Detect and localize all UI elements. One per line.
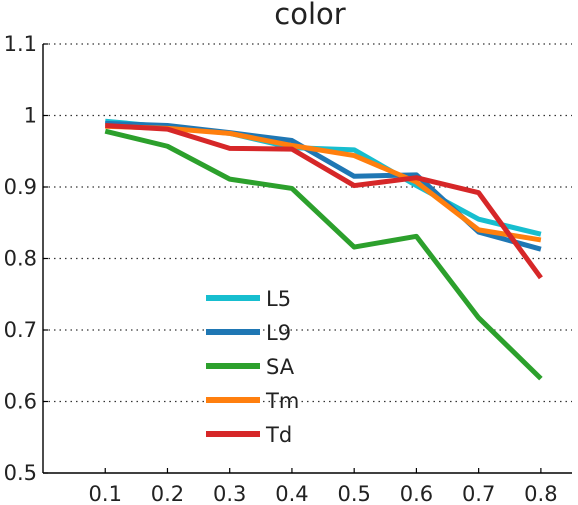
x-tick-label: 0.2 <box>151 482 184 505</box>
legend-label-l5: L5 <box>266 287 291 311</box>
y-tick-label: 0.6 <box>4 390 37 414</box>
series-line-sa <box>104 128 543 381</box>
y-tick-label: 0.9 <box>4 175 37 199</box>
x-tick-label: 0.7 <box>462 482 495 505</box>
series-line-tm <box>105 123 542 243</box>
y-tick-label: 0.5 <box>4 461 37 485</box>
x-tick-label: 0.1 <box>89 482 122 505</box>
legend-label-td: Td <box>265 423 292 447</box>
y-tick-label: 1.1 <box>4 32 37 56</box>
x-tick-label: 0.5 <box>337 482 370 505</box>
x-tick-label: 0.3 <box>213 482 246 505</box>
series-lines <box>104 118 543 381</box>
y-tick-label: 0.7 <box>4 318 37 342</box>
x-tick-label: 0.4 <box>275 482 308 505</box>
x-tick-label: 0.8 <box>524 482 557 505</box>
y-tick-label: 1 <box>24 104 37 128</box>
legend: L5 L9 SA Tm Td <box>206 287 299 447</box>
legend-label-sa: SA <box>266 355 295 379</box>
y-axis-ticks: 0.5 0.6 0.7 0.8 0.9 1 1.1 <box>4 32 48 485</box>
legend-label-l9: L9 <box>266 321 291 345</box>
y-tick-label: 0.8 <box>4 247 37 271</box>
x-tick-label: 0.6 <box>400 482 433 505</box>
legend-label-tm: Tm <box>265 389 299 413</box>
grid-lines <box>43 43 572 403</box>
series-line-td <box>105 123 543 280</box>
x-axis-ticks: 0.1 0.2 0.3 0.4 0.5 0.6 0.7 0.8 <box>89 468 558 505</box>
chart-title: color <box>274 0 345 31</box>
